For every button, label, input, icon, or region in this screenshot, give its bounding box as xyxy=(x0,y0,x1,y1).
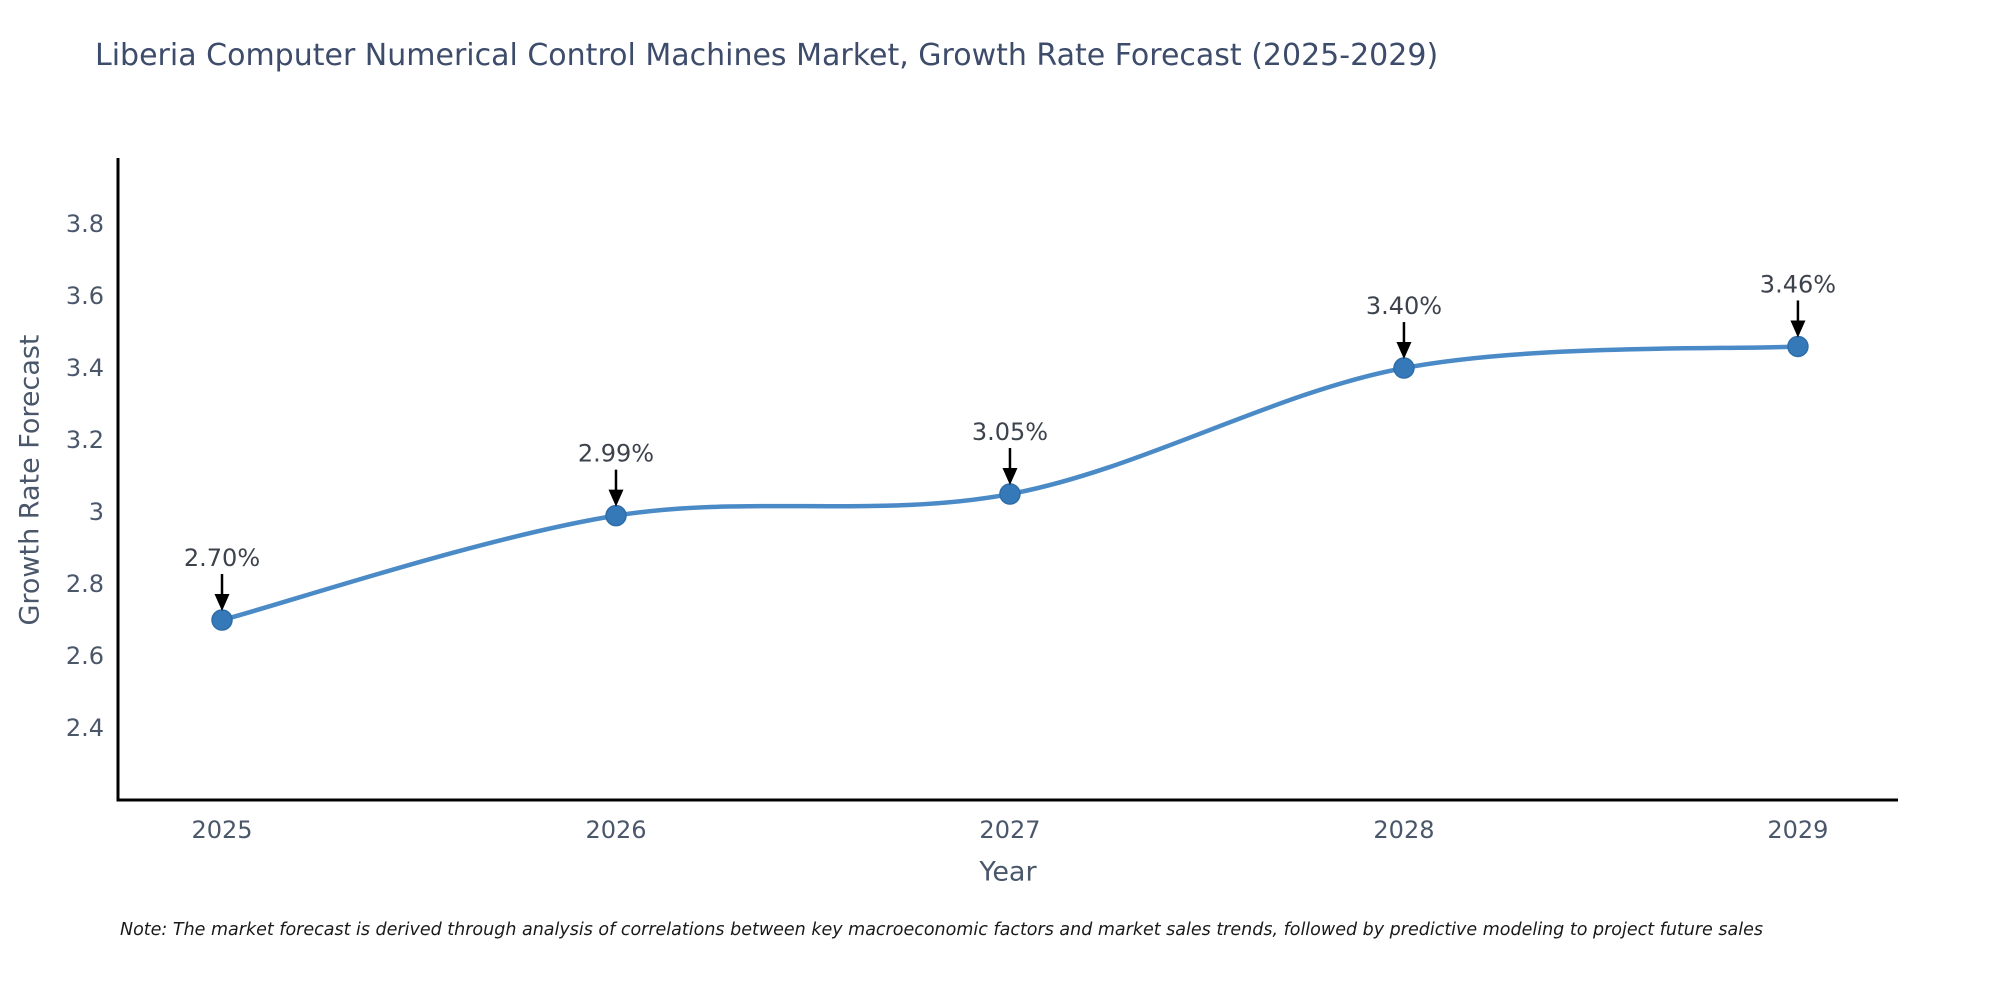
point-value-label: 3.46% xyxy=(1760,270,1836,298)
x-axis-title: Year xyxy=(979,856,1037,888)
point-value-label: 2.99% xyxy=(578,440,654,468)
chart-footnote: Note: The market forecast is derived thr… xyxy=(120,920,1763,940)
chart-title: Liberia Computer Numerical Control Machi… xyxy=(95,38,1439,73)
x-tick-label: 2028 xyxy=(1373,816,1434,844)
annotation-arrowhead xyxy=(1002,468,1018,486)
y-tick-label: 2.6 xyxy=(66,642,104,670)
y-tick-label: 3.6 xyxy=(66,282,104,310)
annotation-arrowhead xyxy=(608,489,624,507)
x-tick-label: 2026 xyxy=(585,816,646,844)
data-point-marker xyxy=(605,504,627,527)
annotation-arrowhead xyxy=(1396,342,1412,360)
y-tick-label: 3 xyxy=(89,498,104,526)
y-tick-label: 2.8 xyxy=(66,570,104,598)
point-value-label: 3.05% xyxy=(972,418,1048,446)
y-tick-label: 3.4 xyxy=(66,354,104,382)
y-axis-title: Growth Rate Forecast xyxy=(14,334,46,626)
data-point-marker xyxy=(999,483,1021,505)
data-point-marker xyxy=(211,609,233,631)
annotation-arrowhead xyxy=(1790,320,1806,338)
annotation-arrowhead xyxy=(214,594,230,612)
data-point-marker xyxy=(1787,335,1809,358)
x-tick-label: 2025 xyxy=(191,816,252,844)
x-tick-label: 2029 xyxy=(1767,816,1828,844)
y-tick-label: 3.8 xyxy=(66,210,104,238)
x-tick-label: 2027 xyxy=(979,816,1040,844)
point-value-label: 3.40% xyxy=(1366,292,1442,320)
point-value-label: 2.70% xyxy=(184,544,260,572)
data-point-marker xyxy=(1393,357,1415,379)
y-tick-label: 3.2 xyxy=(66,426,104,454)
y-tick-label: 2.4 xyxy=(66,714,104,742)
